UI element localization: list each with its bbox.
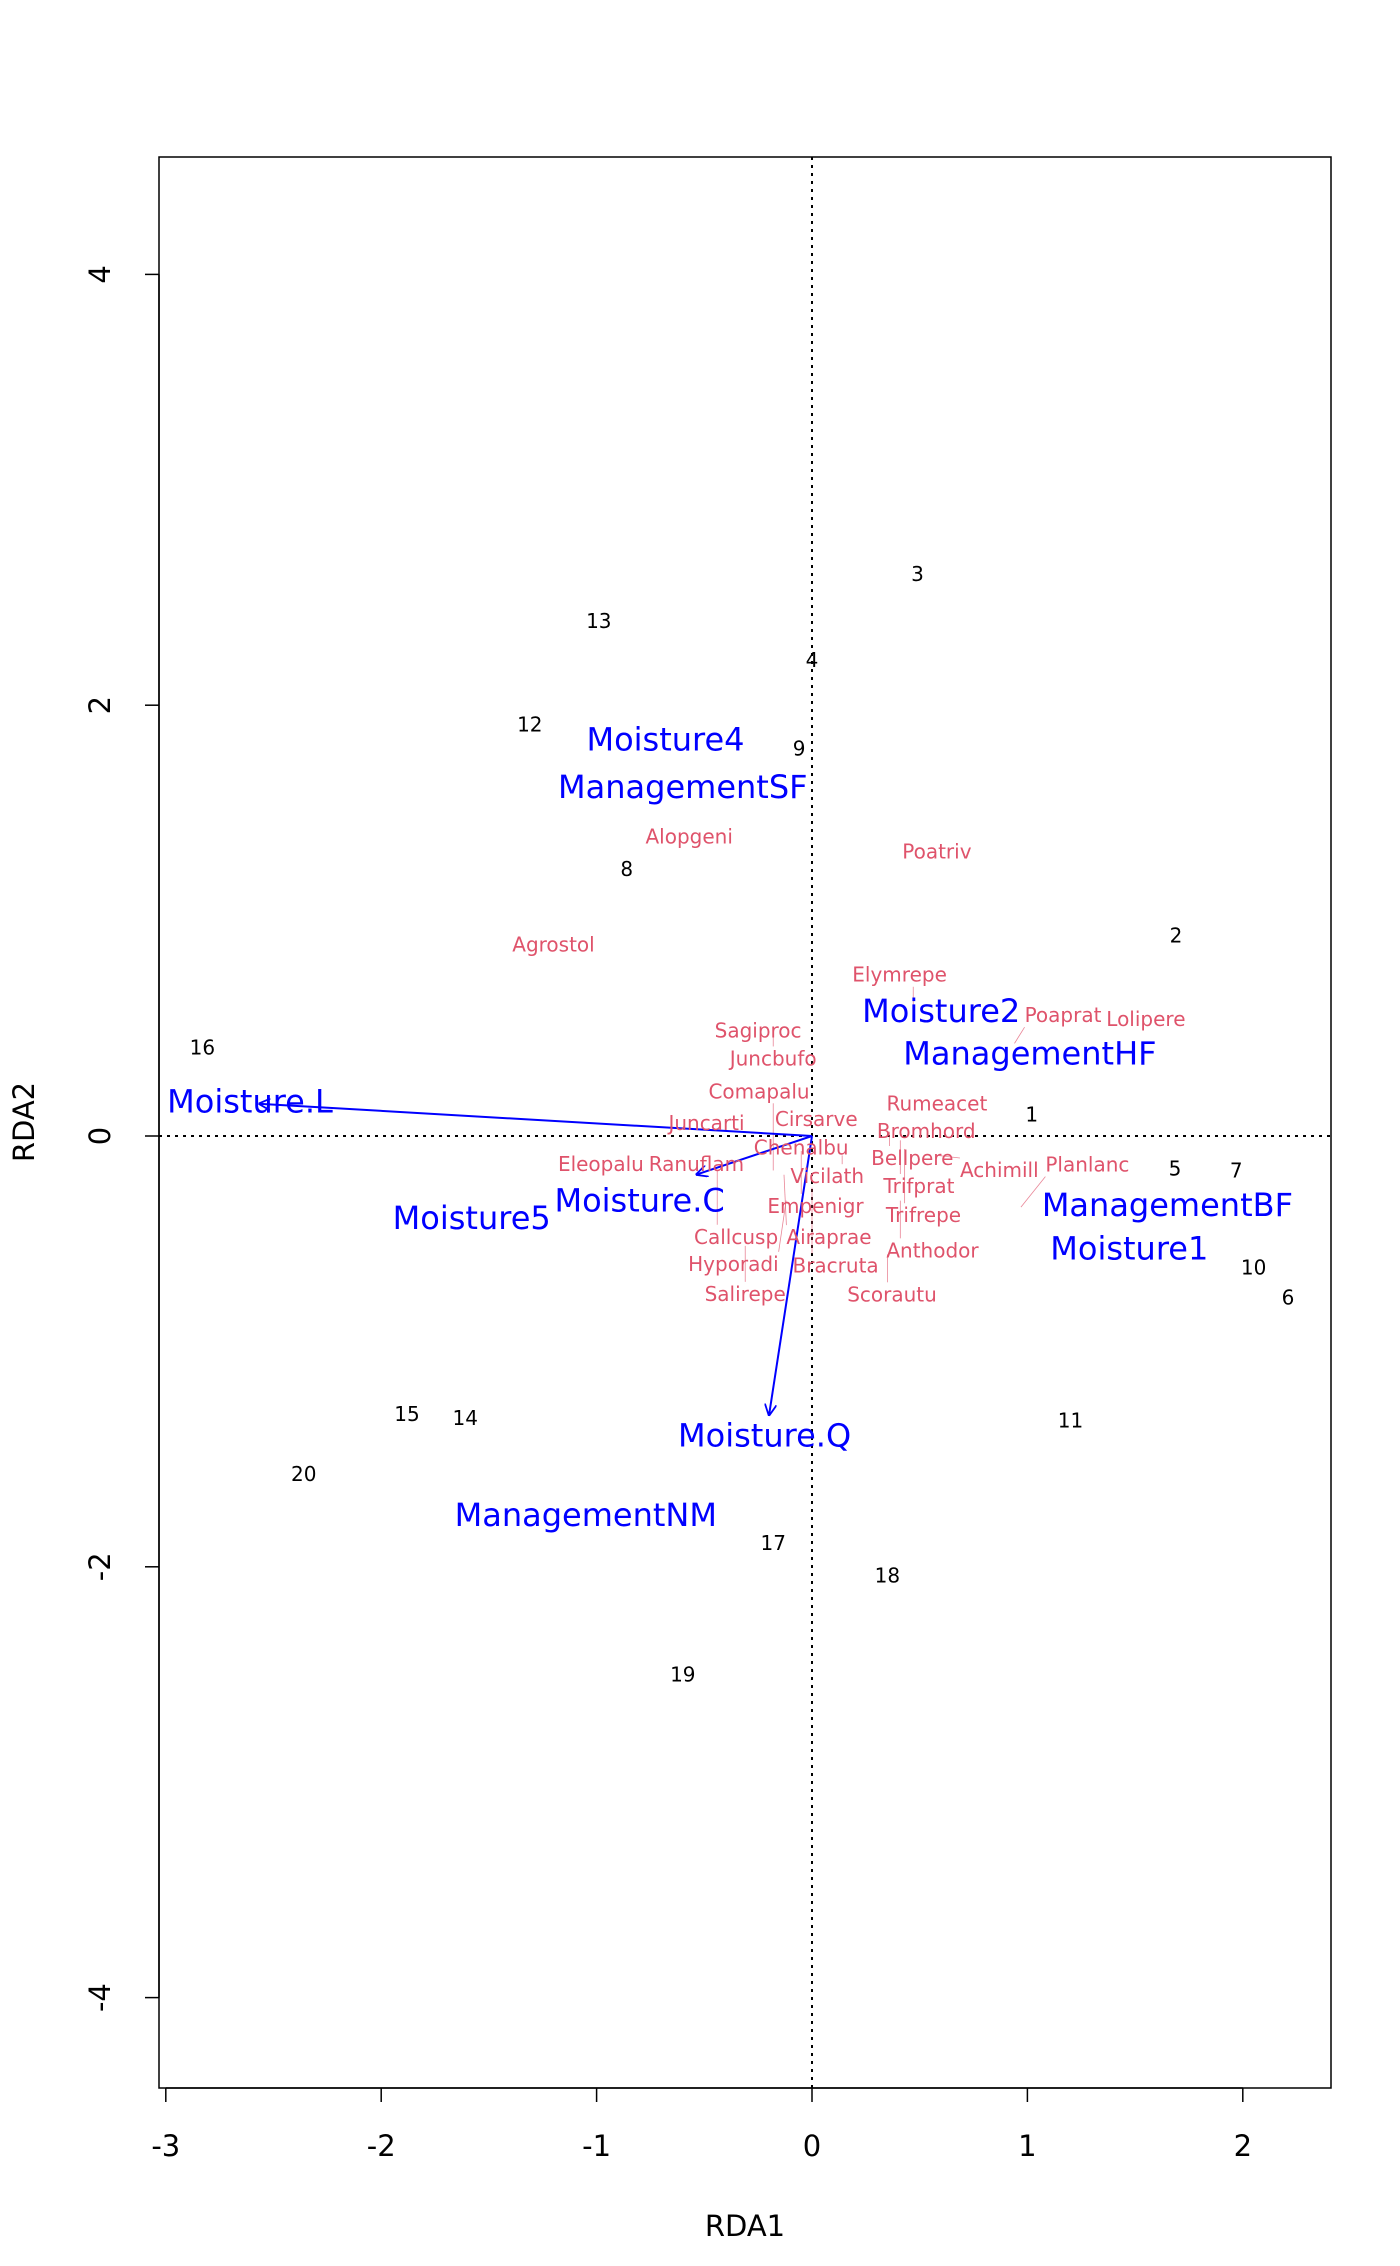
site-label: 15	[394, 1402, 419, 1426]
y-tick-label: -2	[83, 1552, 117, 1581]
y-tick-label: 0	[83, 1127, 117, 1145]
label-leader-line	[1020, 1176, 1046, 1208]
species-label: Trifprat	[882, 1174, 954, 1198]
species-label: Eleopalu	[558, 1152, 644, 1176]
species-label: Juncarti	[666, 1111, 744, 1135]
species-label: Trifrepe	[885, 1203, 961, 1227]
centroid-label: ManagementSF	[558, 768, 808, 806]
species-label: Elymrepe	[852, 963, 947, 987]
site-label: 19	[670, 1663, 695, 1687]
x-tick-label: -2	[367, 2129, 396, 2163]
species-label: Bellpere	[871, 1146, 953, 1170]
site-label: 18	[875, 1563, 900, 1587]
species-label: Bromhord	[877, 1119, 976, 1143]
species-label: Scorautu	[847, 1282, 937, 1306]
label-leader-line	[778, 1200, 787, 1252]
site-label: 13	[586, 609, 611, 633]
site-label: 17	[760, 1531, 785, 1555]
x-tick-label: -1	[582, 2129, 611, 2163]
biplot-arrow	[769, 1135, 813, 1416]
species-label: Anthodor	[886, 1238, 979, 1262]
species-label: Comapalu	[708, 1079, 809, 1103]
biplot-label: Moisture.L	[167, 1083, 333, 1121]
species-label: Empenigr	[767, 1194, 864, 1218]
centroid-label: Moisture5	[393, 1199, 551, 1237]
biplot-arrows	[258, 1104, 813, 1416]
site-label: 7	[1230, 1159, 1243, 1183]
label-leaders	[716, 986, 1046, 1283]
centroid-label: ManagementHF	[903, 1034, 1156, 1072]
site-label: 2	[1170, 924, 1183, 948]
x-tick-label: 1	[1018, 2129, 1036, 2163]
plot-frame	[158, 156, 1332, 2089]
biplot-label: Moisture.Q	[678, 1416, 851, 1454]
species-label: Cirsarve	[775, 1107, 858, 1131]
label-leader-line	[783, 1174, 787, 1226]
y-axis-label: RDA2	[7, 1082, 41, 1162]
species-label: Ranuflam	[649, 1152, 744, 1176]
site-label: 12	[517, 713, 542, 737]
species-label: Alopgeni	[645, 825, 732, 849]
plot-marks: Moisture4 ManagementSF Moisture2 Management…	[167, 562, 1294, 1687]
species-label: Poatriv	[902, 840, 971, 864]
species-label: Airaprae	[786, 1225, 871, 1249]
site-label: 14	[452, 1406, 477, 1430]
species-label: Salirepe	[705, 1282, 786, 1306]
biplot-arrow	[258, 1104, 813, 1137]
centroid-label: ManagementNM	[455, 1496, 717, 1534]
y-tick-label: 4	[83, 265, 117, 283]
site-label: 6	[1282, 1286, 1295, 1310]
site-label: 16	[190, 1036, 215, 1060]
species-label: Sagiproc	[715, 1019, 802, 1043]
site-label: 5	[1169, 1157, 1182, 1181]
y-tick-label: 2	[83, 696, 117, 714]
site-label: 11	[1058, 1408, 1083, 1432]
biplot-arrow	[696, 1135, 813, 1175]
species-label: Agrostol	[512, 932, 594, 956]
biplot-label: Moisture.C	[554, 1182, 724, 1220]
site-label: 1	[1025, 1103, 1038, 1127]
species-label: Rumeacet	[886, 1092, 987, 1116]
species-label: Vicilath	[790, 1164, 864, 1188]
species-label: Callcusp	[694, 1225, 778, 1249]
species-label: Lolipere	[1106, 1007, 1185, 1031]
y-tick-label: -4	[83, 1983, 117, 2012]
site-label: 10	[1241, 1255, 1266, 1279]
x-tick-label: -3	[151, 2129, 180, 2163]
site-label: 4	[806, 648, 819, 672]
centroid-label: ManagementBF	[1042, 1186, 1293, 1224]
species-label: Bracruta	[792, 1253, 878, 1277]
species-label: Hyporadi	[688, 1252, 779, 1276]
centroid-label: Moisture2	[862, 992, 1020, 1030]
species-label: Planlanc	[1045, 1153, 1129, 1177]
site-label: 9	[793, 736, 806, 760]
centroid-label: Moisture1	[1050, 1230, 1208, 1268]
x-tick-label: 2	[1234, 2129, 1252, 2163]
reference-lines	[159, 157, 1331, 2088]
x-axis-label: RDA1	[705, 2209, 785, 2243]
species-label: Juncbufo	[728, 1047, 817, 1071]
label-leader-line	[1014, 1026, 1025, 1044]
species-label: Chenalbu	[754, 1135, 849, 1159]
species-label: Poaprat	[1025, 1003, 1102, 1027]
species-label: Achimill	[960, 1158, 1039, 1182]
centroid-label: Moisture4	[586, 721, 744, 759]
site-label: 3	[911, 562, 924, 586]
x-tick-label: 0	[803, 2129, 821, 2163]
label-leader-line	[936, 1154, 960, 1159]
site-label: 8	[620, 857, 633, 881]
site-label: 20	[291, 1462, 316, 1486]
